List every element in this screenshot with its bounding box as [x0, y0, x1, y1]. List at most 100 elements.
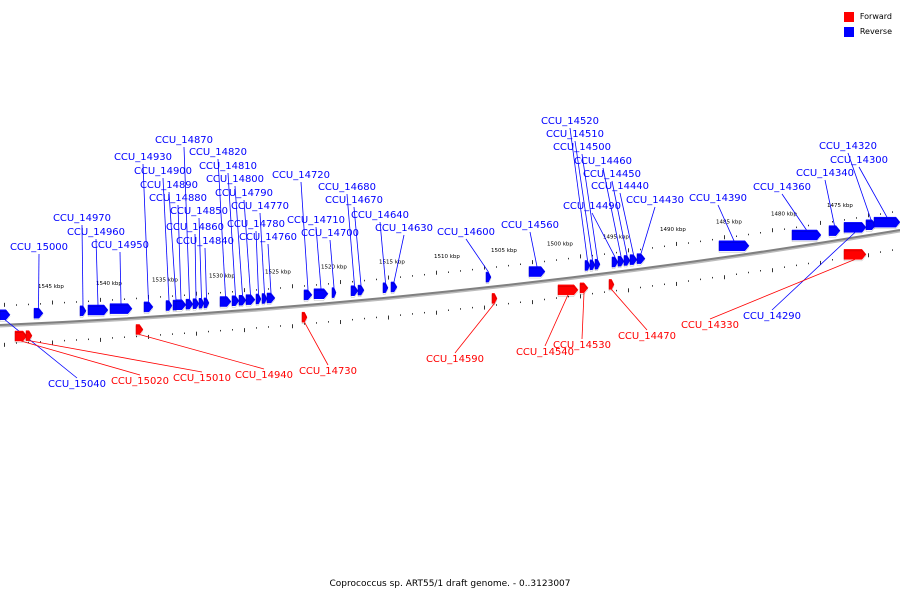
gene-ccu_14930[interactable] [143, 301, 154, 314]
gene-arrow-icon[interactable] [79, 305, 87, 317]
gene-arrow-icon[interactable] [219, 296, 232, 307]
gene-arrow-icon[interactable] [629, 254, 638, 265]
gene-arrow-icon[interactable] [165, 300, 173, 311]
gene-ccu_14530[interactable] [579, 282, 589, 295]
gene-ccu_15040[interactable] [0, 309, 11, 322]
gene-arrow-icon[interactable] [594, 258, 601, 270]
gene-ccu_14810[interactable] [231, 295, 240, 308]
gene-ccu_14950[interactable] [109, 303, 133, 316]
gene-ccu_14850[interactable] [198, 298, 205, 311]
gene-ccu_14490[interactable] [611, 256, 619, 269]
gene-ccu_14960[interactable] [87, 304, 109, 317]
gene-arrow-icon[interactable] [245, 294, 256, 305]
gene-arrow-icon[interactable] [192, 298, 200, 309]
gene-ccu_15010[interactable] [25, 330, 33, 343]
gene-ccu_14500[interactable] [594, 258, 601, 271]
gene-arrow-icon[interactable] [873, 216, 900, 228]
gene-arrow-icon[interactable] [485, 271, 492, 283]
gene-arrow-icon[interactable] [611, 256, 619, 268]
gene-ccu_14430[interactable] [636, 253, 646, 266]
gene-arrow-icon[interactable] [390, 281, 398, 293]
gene-arrow-icon[interactable] [175, 299, 187, 310]
gene-ccu_14640[interactable] [382, 282, 389, 295]
gene-ccu_14460[interactable] [617, 255, 625, 268]
gene-ccu_14600[interactable] [485, 271, 492, 284]
gene-ccu_14880[interactable] [175, 299, 187, 312]
gene-ccu_14540[interactable] [557, 284, 579, 297]
gene-arrow-icon[interactable] [255, 293, 262, 305]
gene-ccu_15000[interactable] [33, 307, 44, 320]
gene-ccu_14340[interactable] [828, 225, 841, 238]
gene-arrow-icon[interactable] [608, 279, 615, 290]
gene-arrow-icon[interactable] [791, 229, 822, 241]
gene-ccu_14290[interactable] [843, 222, 867, 235]
gene-arrow-icon[interactable] [579, 282, 589, 294]
gene-arrow-icon[interactable] [203, 297, 210, 309]
gene-arrow-icon[interactable] [261, 293, 268, 304]
gene-arrow-icon[interactable] [584, 260, 591, 271]
gene-arrow-icon[interactable] [331, 287, 337, 298]
gene-ccu_14470[interactable] [608, 279, 615, 292]
gene-ccu_14590[interactable] [491, 293, 498, 306]
gene-arrow-icon[interactable] [198, 298, 205, 309]
gene-ccu_14510[interactable] [589, 259, 596, 272]
gene-arrow-icon[interactable] [636, 253, 646, 264]
gene-layer[interactable] [0, 216, 900, 343]
gene-arrow-icon[interactable] [718, 240, 750, 252]
gene-ccu_14900[interactable] [165, 300, 173, 313]
gene-ccu_14330[interactable] [843, 249, 867, 262]
gene-arrow-icon[interactable] [623, 255, 631, 266]
gene-arrow-icon[interactable] [382, 282, 389, 294]
gene-arrow-icon[interactable] [528, 266, 546, 277]
gene-arrow-icon[interactable] [491, 293, 498, 304]
gene-arrow-icon[interactable] [238, 294, 247, 306]
gene-arrow-icon[interactable] [589, 259, 596, 271]
gene-arrow-icon[interactable] [350, 285, 359, 296]
gene-arrow-icon[interactable] [33, 307, 44, 319]
gene-ccu_14440[interactable] [629, 254, 638, 267]
gene-ccu_14820[interactable] [219, 296, 232, 309]
gene-ccu_14940[interactable] [135, 324, 144, 337]
gene-arrow-icon[interactable] [313, 288, 329, 299]
gene-arrow-icon[interactable] [87, 304, 109, 316]
gene-ccu_14670[interactable] [357, 284, 365, 297]
gene-arrow-icon[interactable] [231, 295, 240, 307]
gene-ccu_14520[interactable] [584, 260, 591, 273]
gene-arrow-icon[interactable] [266, 292, 276, 304]
gene-ccu_14710[interactable] [313, 288, 329, 301]
gene-ccu_14300[interactable] [873, 216, 900, 229]
gene-ccu_14780[interactable] [255, 293, 262, 306]
gene-ccu_14560[interactable] [528, 266, 546, 279]
gene-arrow-icon[interactable] [843, 222, 867, 233]
gene-ccu_14770[interactable] [261, 293, 268, 306]
gene-arrow-icon[interactable] [109, 303, 133, 314]
gene-arrow-icon[interactable] [14, 330, 28, 342]
gene-arrow-icon[interactable] [25, 330, 33, 341]
gene-arrow-icon[interactable] [135, 324, 144, 335]
gene-ccu_14450[interactable] [623, 255, 631, 268]
gene-arrow-icon[interactable] [357, 284, 365, 296]
gene-ccu_14800[interactable] [238, 294, 247, 307]
gene-ccu_14680[interactable] [350, 285, 359, 298]
gene-ccu_14790[interactable] [245, 294, 256, 307]
gene-arrow-icon[interactable] [557, 284, 579, 296]
gene-ccu_14720[interactable] [303, 289, 313, 302]
gene-ccu_14360[interactable] [791, 229, 822, 242]
gene-ccu_14860[interactable] [192, 298, 200, 311]
gene-ccu_14760[interactable] [266, 292, 276, 305]
gene-ccu_14630[interactable] [390, 281, 398, 294]
gene-arrow-icon[interactable] [617, 255, 625, 267]
gene-ccu_15020[interactable] [14, 330, 28, 343]
gene-arrow-icon[interactable] [828, 225, 841, 236]
gene-arrow-icon[interactable] [303, 289, 313, 301]
gene-ccu_14970[interactable] [79, 305, 87, 318]
gene-ccu_14390[interactable] [718, 240, 750, 253]
gene-ccu_14730[interactable] [301, 311, 308, 324]
gene-arrow-icon[interactable] [843, 249, 867, 260]
gene-ccu_14870[interactable] [185, 298, 194, 311]
gene-arrow-icon[interactable] [185, 298, 194, 310]
gene-ccu_14700[interactable] [331, 287, 337, 300]
gene-arrow-icon[interactable] [301, 311, 308, 323]
gene-arrow-icon[interactable] [143, 301, 154, 313]
